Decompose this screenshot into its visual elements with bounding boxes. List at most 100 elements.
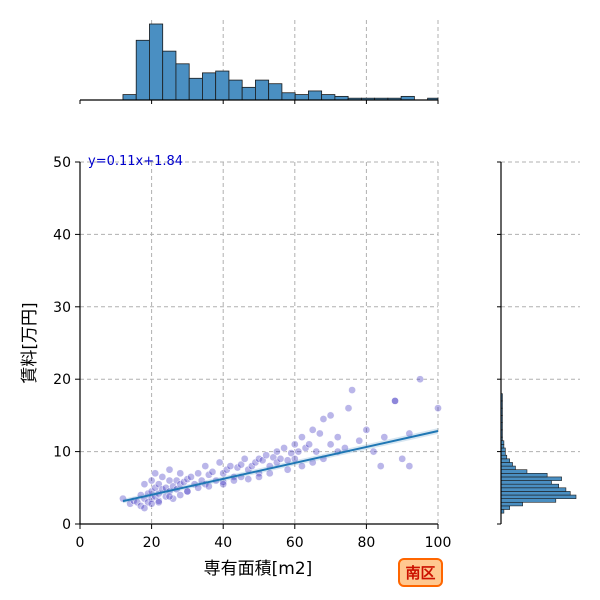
top-hist-bar: [308, 90, 323, 101]
right-hist-bar: [500, 465, 516, 470]
right-hist-bar: [500, 454, 508, 460]
x-tick-label: 80: [357, 535, 375, 551]
scatter-point: [137, 502, 145, 510]
right-hist-bar: [500, 469, 528, 474]
top-hist-bar: [281, 92, 296, 101]
scatter-point: [312, 447, 321, 456]
right-marginal-histogram: [497, 161, 580, 525]
y-tick-label: 40: [53, 227, 71, 243]
scatter-point: [398, 454, 407, 463]
scatter-point: [344, 404, 353, 413]
scatter-point: [280, 444, 288, 452]
right-hist-bar: [500, 487, 567, 492]
scatter-point: [151, 469, 160, 478]
top-hist-bar: [294, 94, 309, 101]
top-marginal-histogram: [79, 20, 439, 104]
scatter-point: [298, 462, 306, 470]
regression-equation: y=0.11x+1.84: [88, 154, 183, 169]
top-hist-bar: [255, 79, 270, 101]
scatter-point: [276, 454, 285, 463]
scatter-point: [169, 494, 177, 503]
scatter-point: [298, 433, 306, 441]
right-hist-bar: [500, 451, 506, 456]
scatter-point: [158, 473, 167, 481]
district-badge-box: [398, 558, 443, 587]
scatter-point: [290, 440, 299, 449]
main-axes: 0 20 40 60 80 100 0 10 20 30 40 50: [53, 155, 451, 551]
x-tick-label: 100: [425, 535, 452, 551]
scatter-point: [165, 465, 174, 474]
scatter-point: [391, 397, 399, 405]
top-hist-bar: [135, 39, 150, 101]
scatter-point: [283, 465, 292, 474]
top-hist-bar: [149, 23, 164, 101]
scatter-point: [194, 469, 202, 478]
scatter-point: [348, 386, 356, 394]
y-tick-label: 20: [53, 372, 71, 388]
scatter-point: [380, 433, 389, 441]
scatter-point: [183, 487, 192, 496]
scatter-point: [244, 475, 253, 483]
scatter-point: [416, 375, 424, 384]
y-tick-label: 30: [53, 300, 71, 316]
scatter-point: [219, 480, 228, 489]
scatter-point: [262, 451, 271, 460]
right-hist-bar: [500, 447, 506, 452]
right-hist-bar: [500, 462, 513, 467]
top-hist-bar: [228, 79, 243, 101]
x-tick-label: 20: [143, 535, 161, 551]
x-tick-label: 60: [286, 535, 304, 551]
scatter-point: [165, 492, 174, 501]
scatter-point: [176, 469, 185, 478]
right-hist-bar: [500, 483, 559, 489]
top-hist-bar: [202, 72, 217, 101]
top-hist-bar: [241, 86, 256, 101]
scatter-point: [147, 499, 156, 508]
scatter-point: [240, 454, 249, 463]
scatter-point: [176, 491, 185, 499]
main-scatter: [119, 375, 442, 512]
right-hist-bar: [500, 473, 548, 478]
scatter-point: [237, 460, 245, 469]
right-hist-bar: [500, 458, 510, 463]
scatter-point: [154, 498, 163, 507]
right-hist-bar: [500, 476, 562, 481]
scatter-point: [226, 462, 235, 470]
x-tick-label: 0: [76, 535, 85, 551]
scatter-point: [326, 411, 335, 420]
scatter-point: [308, 426, 317, 434]
scatter-point: [147, 476, 156, 485]
scatter-point: [326, 440, 335, 449]
right-hist-bar: [500, 498, 557, 503]
top-hist-bar: [215, 70, 230, 101]
right-hist-bar: [500, 494, 577, 499]
right-hist-bar: [500, 505, 510, 510]
x-tick-label: 40: [214, 535, 232, 551]
top-hist-bar: [188, 77, 203, 101]
scatter-point: [183, 475, 192, 483]
top-hist-bar: [268, 83, 283, 101]
right-hist-bar: [500, 480, 552, 485]
right-hist-bar: [500, 501, 523, 507]
right-hist-bar: [500, 491, 571, 496]
scatter-point: [333, 433, 342, 441]
scatter-point: [208, 468, 217, 476]
scatter-point: [140, 480, 149, 489]
scatter-point: [316, 429, 324, 438]
scatter-point: [255, 473, 263, 481]
scatter-point: [362, 426, 371, 434]
y-tick-label: 0: [62, 517, 71, 533]
scatter-point: [140, 504, 149, 512]
scatter-point: [273, 447, 281, 456]
scatter-point: [319, 415, 328, 423]
scatter-point: [187, 473, 195, 481]
scatter-point: [294, 447, 303, 456]
y-tick-label: 10: [53, 445, 71, 461]
scatter-point: [265, 469, 274, 478]
y-tick-label: 50: [53, 155, 71, 171]
regression-line-group: [122, 428, 439, 504]
top-hist-bar: [321, 94, 336, 101]
top-hist-bar: [122, 94, 137, 101]
scatter-point: [215, 458, 224, 467]
